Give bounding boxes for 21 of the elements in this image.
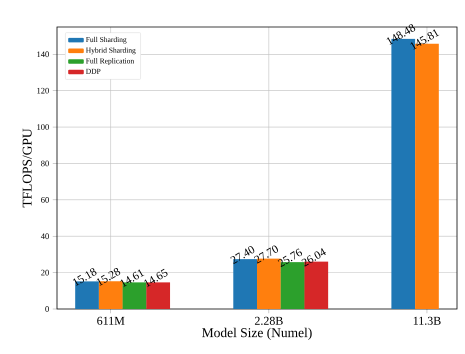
y-tick-label: 120 — [37, 88, 49, 94]
y-tick-label: 100 — [37, 124, 49, 130]
data-label: 25.76 — [278, 248, 302, 268]
x-tick-label: 11.3B — [414, 316, 441, 325]
y-axis-title: TFLOPS/GPU — [22, 128, 32, 208]
y-tick-label: 0 — [45, 306, 49, 312]
y-tick-label: 20 — [41, 270, 49, 276]
y-tick-label: 40 — [40, 233, 49, 240]
data-label: 27.70 — [254, 246, 278, 264]
data-label: 14.65 — [144, 268, 168, 288]
data-label: 27.40 — [230, 246, 254, 264]
data-label: 15.28 — [96, 268, 120, 286]
y-tick-label: 60 — [41, 196, 49, 203]
x-axis-title: Model Size (Numel) — [202, 328, 312, 340]
x-tick-label: 2.28B — [254, 316, 283, 325]
data-label: 15.18 — [72, 268, 96, 286]
data-label: 26.04 — [301, 248, 326, 267]
x-tick-label: 611M — [97, 316, 124, 325]
y-tick-label: 140 — [37, 51, 49, 58]
y-tick-label: 80 — [41, 160, 49, 166]
data-label: 14.61 — [120, 269, 144, 288]
